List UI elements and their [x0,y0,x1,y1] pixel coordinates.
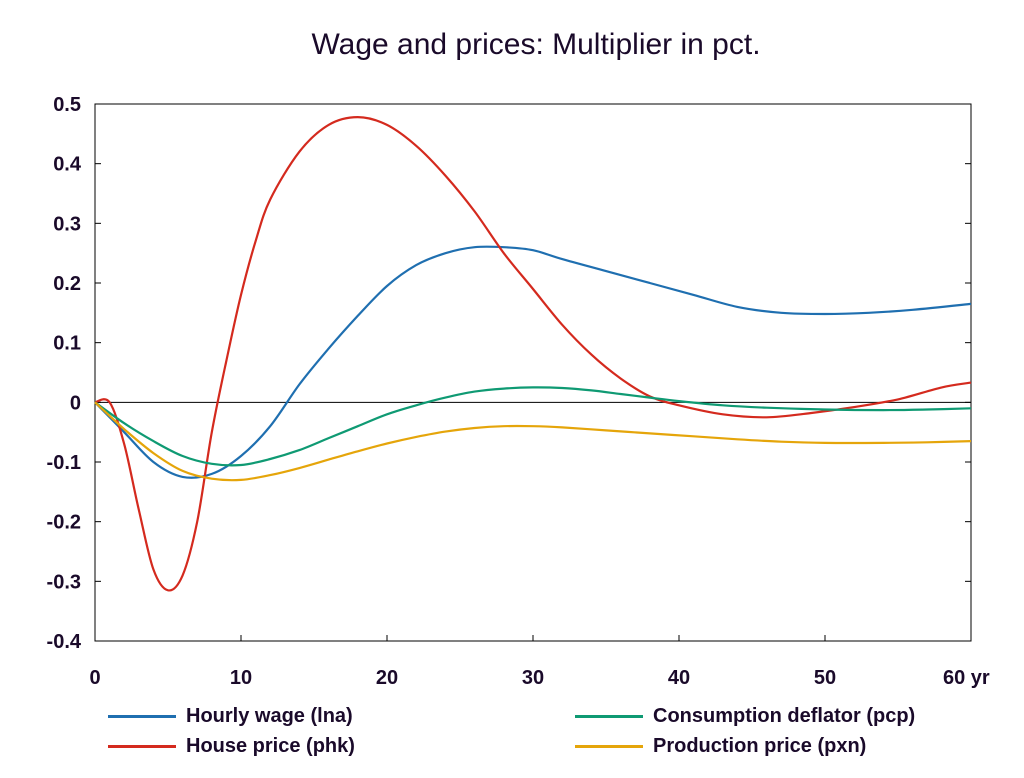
y-tick-label: -0.2 [47,512,81,534]
legend-item: House price (phk) [108,732,355,760]
plot-frame [94,103,972,642]
legend-swatch [575,714,643,718]
legend-label: Hourly wage (lna) [186,704,353,727]
legend-item: Production price (pxn) [575,732,866,760]
legend-swatch [108,714,176,718]
y-tick-label: 0.2 [53,273,81,295]
legend-item: Consumption deflator (pcp) [575,702,915,730]
x-tick-label: 20 [376,667,398,689]
x-tick-label: 50 [814,667,836,689]
series-line [94,386,972,467]
y-tick-label: 0.5 [53,94,81,116]
x-tick-label: 30 [522,667,544,689]
tick-labels: -0.4 -0.3 -0.2 -0.1 0 0.1 0.2 0.3 0.4 0.5 0 10 20 30 4… [47,94,990,689]
series-layer [94,116,972,592]
legend-label: Production price (pxn) [653,734,867,757]
x-tick-label: 60 yr [943,667,990,689]
x-tick-label: 0 [89,667,100,689]
y-tick-label: 0 [70,392,81,414]
y-tick-label: 0.1 [53,333,81,355]
line-chart: -0.4 -0.3 -0.2 -0.1 0 0.1 0.2 0.3 0.4 0.5 0 10 20 30 4… [47,94,990,689]
legend-swatch [575,744,643,748]
legend-item: Hourly wage (lna) [108,702,353,730]
y-tick-label: 0.4 [53,154,82,176]
tick-marks [94,103,972,642]
legend-swatch [108,744,176,748]
chart-title: Wage and prices: Multiplier in pct. [311,28,761,61]
x-tick-label: 40 [668,667,690,689]
series-line [94,245,972,479]
x-tick-label: 10 [230,667,252,689]
y-tick-label: 0.3 [53,213,81,235]
legend-label: House price (phk) [186,734,355,757]
axes [94,103,972,642]
legend-label: Consumption deflator (pcp) [653,704,916,727]
y-tick-label: -0.4 [47,631,82,653]
legend: Hourly wage (lna) Consumption deflator (… [0,700,1024,770]
series-line [94,401,972,482]
y-tick-label: -0.1 [47,452,81,474]
y-tick-label: -0.3 [47,571,81,593]
series-line [94,116,972,592]
